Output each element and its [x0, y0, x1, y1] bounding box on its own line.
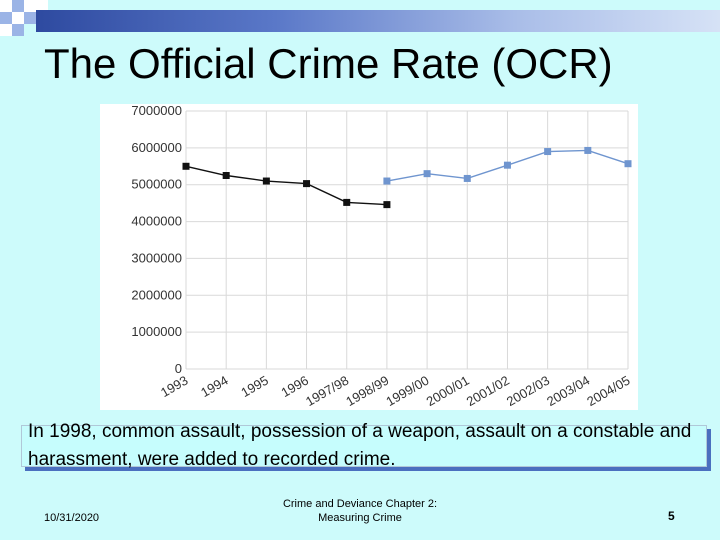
data-point	[222, 172, 230, 179]
data-point	[262, 177, 270, 185]
footer-page-number: 5	[668, 509, 675, 523]
x-tick-label: 1999/00	[383, 373, 431, 409]
footer-date: 10/31/2020	[44, 512, 100, 524]
x-tick-label: 2002/03	[504, 373, 552, 409]
y-tick-label: 1000000	[131, 324, 182, 339]
data-point	[503, 161, 511, 169]
data-point	[584, 146, 592, 154]
note-text: In 1998, common assault, possession of a…	[28, 421, 692, 470]
data-point	[303, 180, 311, 188]
data-point	[383, 201, 391, 209]
x-tick-label: 2000/01	[424, 373, 472, 409]
note-callout: In 1998, common assault, possession of a…	[21, 421, 707, 470]
x-tick-label: 2003/04	[544, 373, 592, 409]
line-chart: 0 1000000 2000000 3000000 4000000 5000000 6000…	[100, 104, 638, 410]
y-tick-label: 0	[175, 361, 182, 376]
x-tick-label: 1994	[198, 373, 231, 400]
x-tick-label: 1993	[158, 373, 191, 400]
y-tick-label: 3000000	[131, 250, 182, 265]
x-tick-label: 1997/98	[303, 373, 351, 409]
x-tick-label: 2004/05	[584, 373, 632, 409]
slide-header-bar	[36, 10, 720, 32]
y-tick-label: 4000000	[131, 214, 182, 229]
slide-decoration-checker	[0, 0, 48, 36]
y-tick-label: 6000000	[131, 140, 182, 155]
x-tick-label: 2001/02	[464, 373, 512, 409]
series-line	[185, 165, 387, 206]
data-point	[343, 198, 351, 206]
y-tick-label: 7000000	[131, 104, 182, 118]
data-point	[624, 160, 632, 168]
y-tick-label: 2000000	[131, 287, 182, 302]
footer-course-title: Crime and Deviance Chapter 2: Measuring …	[282, 498, 438, 524]
data-point	[463, 174, 471, 182]
slide-title: The Official Crime Rate (OCR)	[44, 40, 613, 87]
data-point	[544, 148, 552, 156]
chart-svg: 0 1000000 2000000 3000000 4000000 5000000 6000…	[131, 104, 632, 409]
x-tick-label: 1998/99	[343, 373, 391, 409]
data-point	[383, 177, 391, 185]
data-point	[423, 170, 431, 178]
x-tick-label: 1995	[238, 373, 271, 400]
y-tick-label: 5000000	[131, 177, 182, 192]
data-point	[182, 162, 190, 170]
